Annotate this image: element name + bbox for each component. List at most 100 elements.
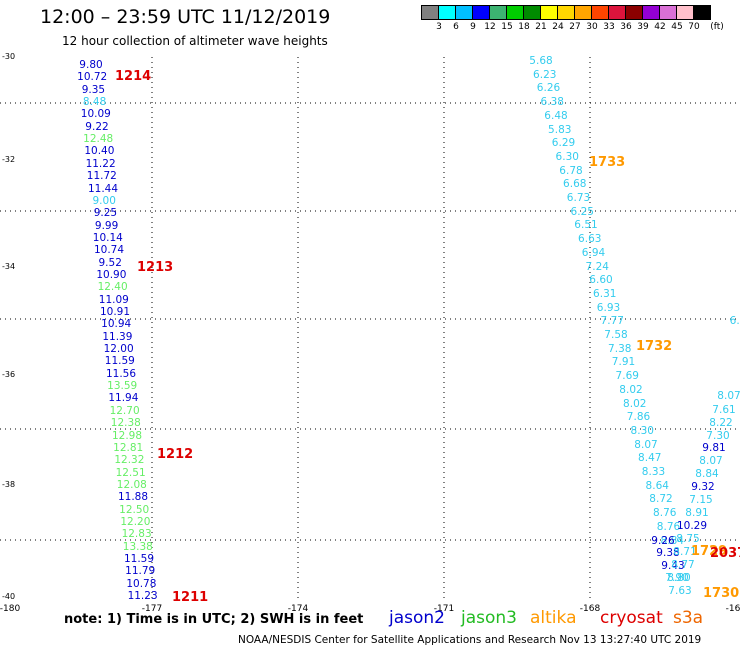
- satellite-cryosat-label: cryosat: [600, 608, 663, 628]
- wave-height-label: 9.22: [85, 120, 109, 133]
- legend-label: 36: [620, 22, 632, 32]
- wave-height-label: 10.90: [96, 268, 127, 281]
- wave-height-label: 12.98: [111, 429, 143, 442]
- map-plot: 9.80 10.72 9.35 8.48 10.09 9.22 12.48 10.40 11.2…: [0, 55, 740, 605]
- satellite-altika-label: altika: [530, 608, 577, 628]
- wave-height-label: 12.81: [113, 441, 144, 454]
- wave-height-label: 11.44: [87, 182, 119, 195]
- x-tick-label: -168: [579, 604, 601, 614]
- legend-swatch: [676, 5, 694, 20]
- pass-time-label: 1733: [589, 155, 626, 170]
- legend-label: 18: [518, 22, 530, 32]
- legend-swatch: [506, 5, 524, 20]
- legend-swatch: [625, 5, 643, 20]
- legend-label: 42: [654, 22, 666, 32]
- wave-height-label: 9.26: [651, 535, 675, 547]
- pass-time-label: 1214: [115, 69, 152, 84]
- y-tick-label: -30: [2, 52, 16, 61]
- wave-height-label: 6.26: [536, 82, 561, 95]
- wave-height-label: 6.68: [563, 178, 587, 191]
- wave-height-label: 6.31: [593, 287, 617, 300]
- legend-swatch: [472, 5, 490, 20]
- legend-label: 39: [637, 22, 649, 32]
- color-legend: [421, 5, 711, 20]
- legend-label: 6: [453, 22, 459, 32]
- wave-height-label: 7.58: [604, 329, 628, 341]
- wave-height-label: 8.71: [673, 546, 697, 558]
- x-tick-label: -171: [433, 604, 455, 614]
- wave-height-label: 8.75: [676, 533, 700, 545]
- satellite-jason2-label: jason2: [389, 608, 445, 628]
- wave-height-label: 6.63: [578, 233, 602, 246]
- wave-height-label: 10.14: [92, 231, 123, 244]
- wave-height-label: 12.08: [116, 478, 147, 491]
- wave-height-label: 8.80: [667, 572, 691, 584]
- wave-height-label: 9.38: [656, 547, 680, 559]
- legend-swatch: [574, 5, 592, 20]
- legend-swatch: [608, 5, 626, 20]
- wave-height-label: 7.24: [585, 260, 609, 273]
- footer-text: NOAA/NESDIS Center for Satellite Applica…: [238, 634, 702, 646]
- wave-height-label: 6.38: [540, 96, 564, 109]
- legend-swatch: [421, 5, 439, 20]
- wave-height-label: 11.56: [105, 367, 137, 380]
- wave-height-label: 7.91: [611, 356, 636, 369]
- wave-height-label: 11.79: [125, 565, 156, 578]
- legend-label: 9: [470, 22, 476, 32]
- wave-height-label: 6.73: [566, 192, 591, 204]
- wave-height-label: 12.83: [121, 528, 152, 541]
- x-tick-label: -177: [141, 604, 163, 614]
- wave-height-label: 8.02: [623, 397, 647, 410]
- wave-height-label: 10.09: [80, 108, 111, 121]
- wave-height-label: 11.22: [85, 157, 116, 170]
- wave-height-label: 8.91: [685, 507, 709, 519]
- wave-height-label: 12.48: [83, 133, 114, 146]
- wave-height-label: 5.68: [529, 55, 553, 67]
- wave-height-label: 6.60: [589, 274, 613, 287]
- wave-height-label: 7.38: [608, 342, 632, 355]
- note-text: note: 1) Time is in UTC; 2) SWH is in fe…: [64, 612, 364, 627]
- y-tick-label: -36: [2, 370, 16, 379]
- wave-height-label: 9.80: [79, 59, 103, 71]
- color-legend-labels: 3 6 9 12 15 18 21 24 27 30 33 36 39 42 45 70 (ft): [422, 22, 740, 36]
- y-tick-label: -32: [2, 155, 16, 164]
- wave-height-label: 8.77: [671, 559, 695, 571]
- x-tick-label: -174: [287, 604, 309, 614]
- pass-time-label: 1730: [703, 586, 740, 601]
- wave-height-label: 6.29: [551, 137, 576, 150]
- x-tick-label: -16: [725, 604, 740, 614]
- wave-height-label: 9.00: [92, 194, 116, 207]
- wave-height-label: 7.15: [689, 494, 713, 506]
- wave-height-label: 12.38: [110, 417, 141, 430]
- legend-label: 33: [603, 22, 615, 32]
- wave-height-label: 10.40: [84, 145, 115, 158]
- wave-height-label: 8.02: [619, 383, 643, 396]
- legend-label: 70: [688, 22, 700, 32]
- legend-label: 21: [535, 22, 547, 32]
- wave-height-label: 6.30: [555, 150, 579, 163]
- pass-time-label: 1212: [157, 447, 194, 462]
- wave-height-label: 12.00: [103, 343, 134, 356]
- satellite-s3a-label: s3a: [673, 608, 704, 628]
- wave-height-label: 9.81: [702, 442, 726, 454]
- wave-height-label: 8.76: [653, 507, 677, 520]
- wave-height-label: 11.94: [108, 392, 139, 405]
- page-title: 12:00 – 23:59 UTC 11/12/2019: [40, 6, 331, 28]
- wave-height-label: 8.84: [695, 468, 719, 480]
- wave-height-label: 11.72: [86, 170, 117, 183]
- x-tick-label: -180: [0, 604, 21, 614]
- wave-height-label: 6.25: [570, 205, 594, 218]
- y-tick-label: -40: [2, 592, 16, 601]
- wave-height-label: 11.59: [104, 355, 135, 368]
- legend-label: (ft): [710, 22, 724, 32]
- legend-label: 12: [484, 22, 496, 32]
- pass-time-label: 1729: [691, 544, 728, 559]
- wave-height-label: 7.77: [600, 315, 624, 328]
- wave-height-label: 12.50: [119, 503, 150, 516]
- wave-height-label: 8.48: [82, 96, 107, 109]
- legend-swatch: [642, 5, 660, 20]
- wave-height-label: 6.5: [729, 315, 740, 327]
- wave-height-label: 12.32: [114, 454, 145, 467]
- wave-height-label: 9.35: [81, 83, 106, 96]
- legend-swatch: [489, 5, 507, 20]
